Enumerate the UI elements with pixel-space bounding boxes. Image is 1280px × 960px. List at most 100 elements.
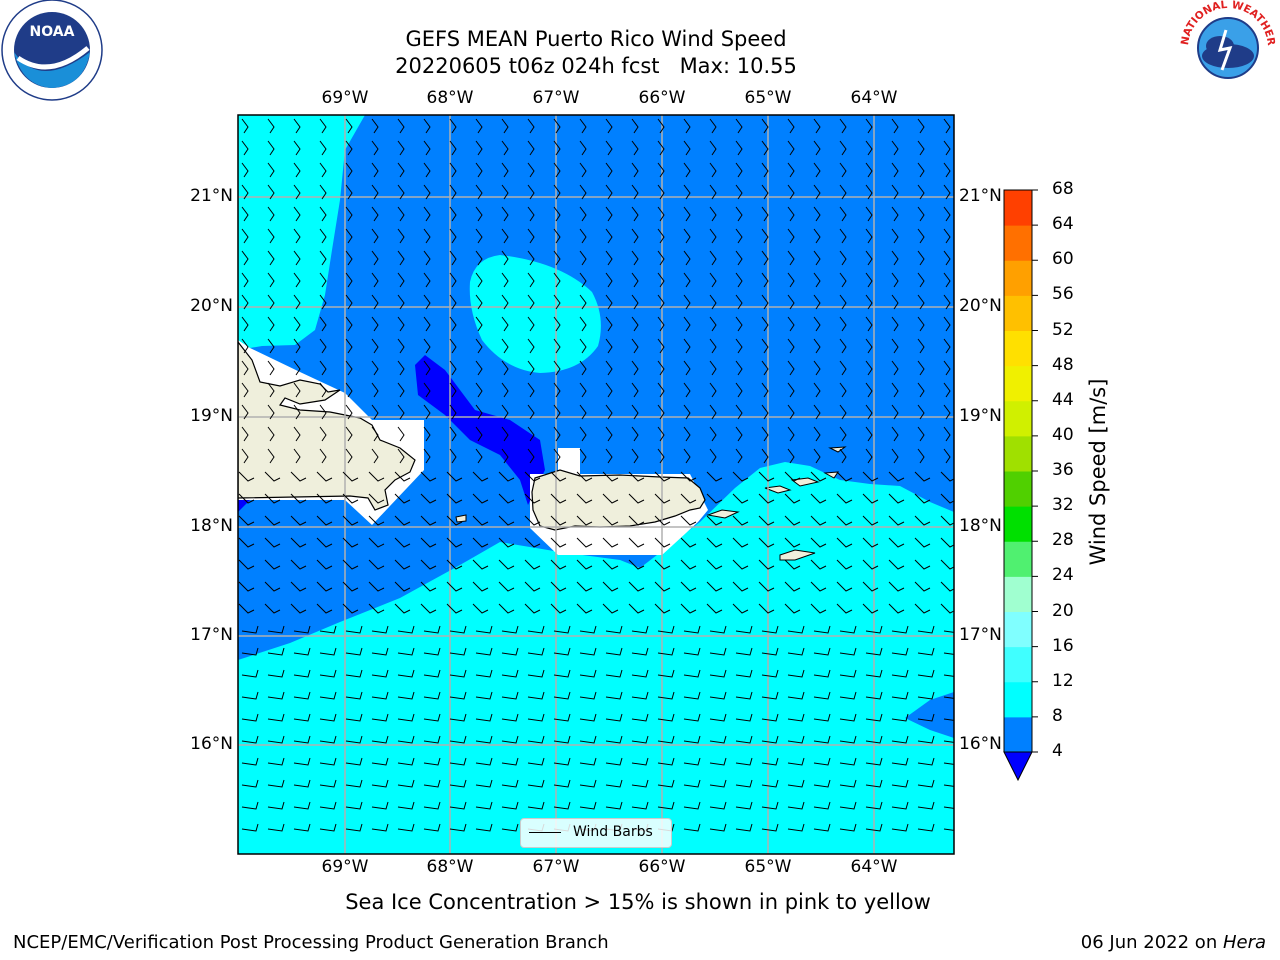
lat-label-left-2: 19°N — [190, 406, 233, 426]
wind-barb — [342, 603, 359, 614]
wind-barb — [657, 250, 665, 266]
wind-barb — [891, 757, 909, 766]
wind-barb — [683, 250, 691, 266]
wind-barb — [865, 382, 873, 398]
wind-barb — [813, 360, 821, 376]
wind-barb — [758, 471, 775, 482]
wind-barb — [371, 118, 379, 134]
wind-barb — [787, 316, 795, 332]
wind-barb — [605, 360, 613, 376]
wind-barb — [264, 493, 281, 504]
wind-barb — [449, 382, 457, 398]
wind-barb — [735, 184, 743, 200]
wind-barb — [579, 140, 587, 156]
wind-barb — [940, 493, 954, 504]
wind-barb — [709, 404, 717, 420]
wind-barb — [371, 382, 379, 398]
wind-barb — [917, 691, 935, 700]
wind-barb — [579, 691, 597, 700]
wind-barb — [680, 515, 697, 526]
wind-barb — [241, 206, 249, 222]
wind-barb — [654, 581, 671, 592]
lat-label-left-5: 16°N — [190, 734, 233, 754]
wind-barb — [657, 801, 675, 810]
wind-barb — [631, 426, 639, 442]
wind-barb — [475, 382, 483, 398]
wind-barb — [839, 382, 847, 398]
wind-barb — [238, 559, 255, 570]
wind-barb — [683, 162, 691, 178]
wind-barb — [943, 718, 954, 721]
wind-barb — [654, 493, 671, 504]
wind-barb — [527, 448, 535, 464]
wind-barb — [394, 603, 411, 614]
wind-barb — [839, 184, 847, 200]
wind-barb — [293, 779, 311, 788]
wind-barb — [709, 426, 717, 442]
wind-barb — [628, 515, 645, 526]
wind-barb — [888, 559, 905, 570]
wind-barb — [449, 250, 457, 266]
wind-barb — [524, 581, 541, 592]
wind-barb — [345, 360, 353, 376]
wind-barb — [761, 448, 769, 464]
wind-barb — [683, 801, 701, 810]
wind-barb — [553, 316, 561, 332]
wind-barb — [787, 823, 805, 832]
wind-barb — [475, 757, 493, 766]
wind-barb — [839, 426, 847, 442]
lat-label-left-4: 17°N — [190, 625, 233, 645]
colorbar-band — [1004, 260, 1032, 296]
wind-barb — [605, 294, 613, 310]
wind-barb — [553, 448, 561, 464]
wind-barb — [709, 140, 717, 156]
wind-barb — [423, 382, 431, 398]
wind-barb — [368, 515, 385, 526]
wind-barb — [553, 140, 561, 156]
lat-label-right-2: 19°N — [959, 406, 1002, 426]
wind-barb — [241, 382, 249, 398]
wind-barb — [605, 647, 623, 656]
wind-barb — [761, 404, 769, 420]
wind-barb — [241, 691, 259, 700]
wind-barb — [579, 118, 587, 134]
wind-barb — [501, 779, 519, 788]
wind-barb — [553, 294, 561, 310]
wind-barb — [917, 118, 925, 134]
wind-barb — [761, 382, 769, 398]
wind-barb — [579, 162, 587, 178]
wind-barb — [319, 823, 337, 832]
wind-barb — [579, 250, 587, 266]
wind-barb — [683, 691, 701, 700]
wind-barb — [709, 162, 717, 178]
wind-barb — [449, 779, 467, 788]
wind-barb — [293, 228, 301, 244]
wind-barb — [397, 360, 405, 376]
map-frame — [238, 115, 954, 854]
wind-barb — [498, 559, 515, 570]
wind-barb — [345, 779, 363, 788]
wind-barb — [943, 140, 951, 156]
wind-barb — [813, 382, 821, 398]
wind-barb — [449, 823, 467, 832]
wind-barb — [241, 823, 259, 832]
wind-barb — [524, 471, 541, 482]
wind-barb — [576, 537, 593, 548]
chart-subtitle: 20220605 t06z 024h fcst Max: 10.55 — [395, 54, 797, 78]
wind-barb — [735, 625, 753, 634]
wind-barb — [371, 801, 389, 810]
legend-line-swatch — [529, 832, 561, 833]
wind-barb — [524, 537, 541, 548]
wind-barb — [940, 603, 954, 614]
wind-barb — [579, 735, 597, 744]
wind-barb — [316, 493, 333, 504]
wind-band-below-4-west — [238, 500, 250, 512]
wind-barb — [293, 140, 301, 156]
wind-barb — [813, 294, 821, 310]
wind-barb — [735, 735, 753, 744]
wind-barb — [683, 625, 701, 634]
wind-barb — [397, 669, 415, 678]
wind-barb — [865, 162, 873, 178]
wind-barb — [397, 206, 405, 222]
colorbar-band — [1004, 400, 1032, 437]
